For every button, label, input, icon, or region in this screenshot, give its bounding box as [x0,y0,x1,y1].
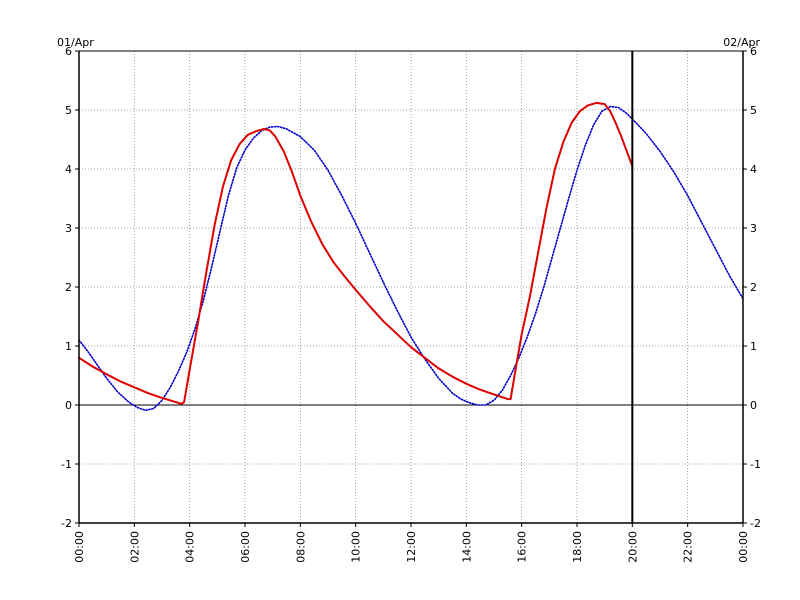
left-axis-ticks: -2 -1 0 1 2 3 4 5 6 [61,45,79,530]
date-right-label: 02/Apr [723,36,760,49]
x-tick-label: 20:00 [626,531,639,563]
right-tick-label: 0 [750,399,757,412]
x-axis-ticks: 00:00 02:00 04:00 06:00 08:00 10:00 12:00 14:00… [73,523,750,563]
series-line-1 [78,105,744,412]
x-tick-label: 00:00 [73,531,86,563]
right-axis-ticks: -2 -1 0 1 2 3 4 5 6 [743,45,761,530]
right-tick-label: 1 [750,340,757,353]
left-tick-label: 5 [65,104,72,117]
x-tick-label: 04:00 [184,531,197,563]
left-tick-label: 3 [65,222,72,235]
right-tick-label: 6 [750,45,757,58]
right-tick-label: 3 [750,222,757,235]
x-tick-label: 22:00 [682,531,695,563]
x-tick-label: 08:00 [294,531,307,563]
x-tick-label: 02:00 [128,531,141,563]
right-tick-label: 2 [750,281,757,294]
x-tick-label: 14:00 [460,531,473,563]
right-tick-label: 4 [750,163,757,176]
right-tick-label: 5 [750,104,757,117]
x-tick-label: 10:00 [350,531,363,563]
x-tick-label: 16:00 [516,531,529,563]
right-tick-label: -2 [750,517,761,530]
x-tick-label: 12:00 [405,531,418,563]
date-left-label: 01/Apr [57,36,94,49]
left-tick-label: 0 [65,399,72,412]
left-tick-label: -1 [61,458,72,471]
right-tick-label: -1 [750,458,761,471]
left-tick-label: 2 [65,281,72,294]
series-group [78,101,744,412]
x-tick-label: 18:00 [571,531,584,563]
left-tick-label: 4 [65,163,72,176]
left-tick-label: 1 [65,340,72,353]
x-tick-label: 06:00 [239,531,252,563]
left-tick-label: 6 [65,45,72,58]
left-tick-label: -2 [61,517,72,530]
grid [78,50,744,524]
x-tick-label: 00:00 [737,531,750,563]
series-line-2 [78,101,634,405]
